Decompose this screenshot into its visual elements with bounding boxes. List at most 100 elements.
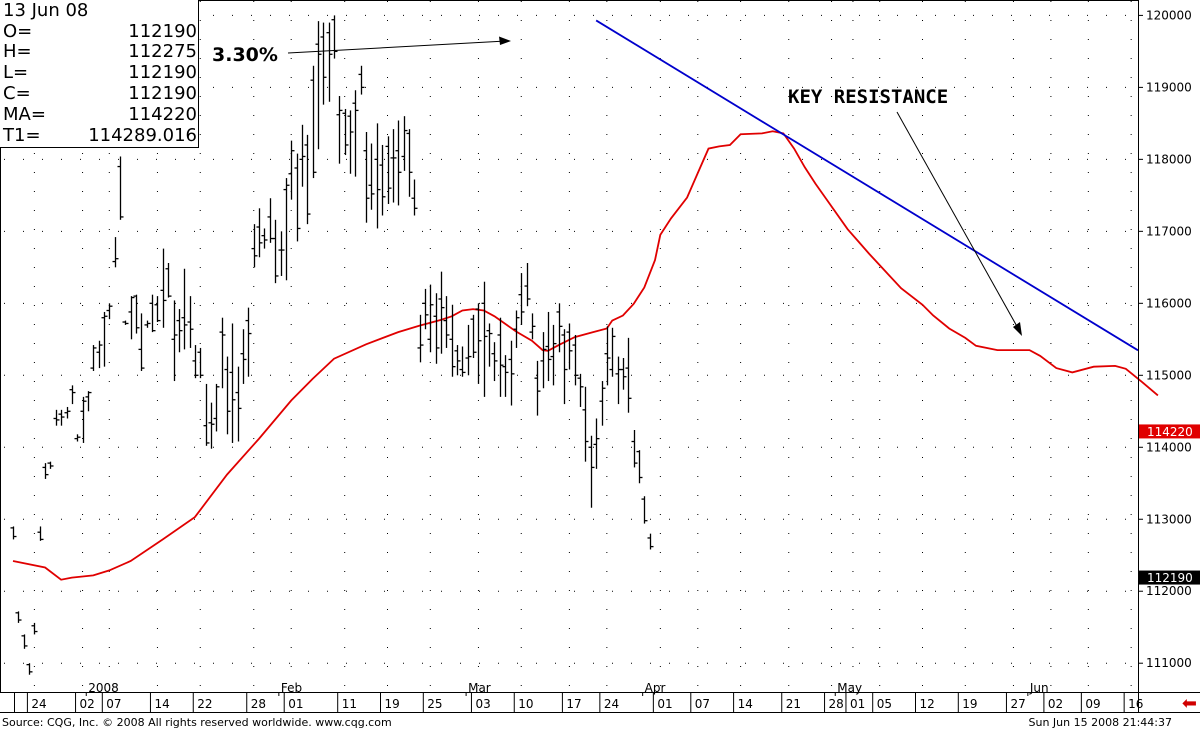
ohlc-bar [588,435,595,508]
x-tick-label: 17 [566,697,581,711]
ohlc-bar [481,281,488,397]
ohlc-bar [64,406,71,419]
ohlc-bar [540,332,547,389]
ohlc-bar [518,273,525,325]
info-close-row: C= 112190 [3,83,197,104]
ohlc-bar [625,337,632,413]
ohlc-info-box: 13 Jun 08 O= 112190 H= 112275 L= 112190 C= 1… [0,0,199,148]
ohlc-bar [171,300,178,382]
ohlc-bar [160,248,167,328]
ohlc-bar [336,96,343,164]
ohlc-bar [165,263,172,298]
ohlc-bar [101,311,108,367]
ohlc-bar [251,224,258,268]
x-tick-label: 27 [1010,697,1025,711]
ohlc-bar [213,383,220,432]
y-tick-label: 117000 [1146,224,1192,238]
ohlc-bar [390,129,397,203]
ohlc-bar [331,15,338,59]
ohlc-bar [31,622,38,635]
source-footer: Source: CQG, Inc. © 2008 All rights rese… [2,716,392,729]
key-resistance-arrow-head [1013,322,1022,336]
ohlc-bar [112,237,119,268]
ohlc-bar [47,461,54,469]
x-tick-label: 09 [1085,697,1100,711]
ohlc-bar [454,345,461,376]
month-label: May [837,681,862,695]
ohlc-bar [508,340,515,406]
ohlc-bar [577,373,584,407]
info-t1-row: T1= 114289.016 [3,125,197,146]
ohlc-bar [417,314,424,363]
ohlc-bar [74,434,81,442]
ohlc-bar [470,314,477,359]
ohlc-bar [288,140,295,200]
info-date: 13 Jun 08 [3,0,89,21]
x-tick-label: 07 [695,697,710,711]
ohlc-bar [524,263,531,307]
y-tick-label: 116000 [1146,296,1192,310]
ohlc-bar [144,320,151,328]
month-label: 2008 [88,681,119,695]
ohlc-bar [197,347,204,379]
ohlc-bar [128,296,135,340]
trendline-layer [595,19,1139,352]
x-tick-label: 03 [475,697,490,711]
close-price-tag: 112190 [1147,571,1193,585]
ohlc-bar [294,153,301,242]
ohlc-bar [443,296,450,348]
ohlc-bar [374,123,381,229]
ohlc-bar [80,396,87,443]
resistance-trendline [595,19,1139,352]
ohlc-bar [513,310,520,348]
ohlc-bar [342,108,349,156]
ohlc-bar [229,323,236,443]
ohlc-bar [620,358,627,390]
percent-arrow-head [499,36,511,45]
x-tick-label: 19 [385,697,400,711]
ohlc-bar [641,496,648,524]
ohlc-bar [90,345,97,371]
ohlc-bar [566,323,573,370]
ohlc-bar [599,381,606,426]
scroll-left-arrow-icon[interactable]: ⬅ [1181,693,1197,714]
x-tick-label: 28 [829,697,844,711]
x-tick-label: 01 [657,697,672,711]
y-tick-label: 114000 [1146,440,1192,454]
ohlc-bar [176,309,183,353]
y-tick-label: 112000 [1146,584,1192,598]
ohlc-bar [235,366,242,442]
ohlc-bar [283,178,290,281]
ohlc-bar [395,120,402,206]
ma-price-tag: 114220 [1147,425,1193,439]
key-resistance-arrow-line [896,111,1020,331]
ohlc-bar [422,288,429,330]
month-label: Mar [468,681,491,695]
ohlc-bar [545,311,552,382]
moving-average-line [12,130,1159,581]
ohlc-bar [604,326,611,386]
price-bars-layer [10,15,654,675]
ohlc-bar [352,90,359,177]
ohlc-bar [363,132,370,223]
x-tick-label: 22 [197,697,212,711]
ohlc-bar [304,134,311,225]
key-resistance-annotation: KEY RESISTANCE [788,86,948,108]
ohlc-bar [631,429,638,468]
ohlc-bar [572,334,579,386]
ohlc-bar [133,294,140,334]
ohlc-bar [154,296,161,323]
ohlc-bar [491,342,498,382]
ohlc-bar [475,303,482,384]
annotation-layer: 3.30% KEY RESISTANCE [212,36,1022,336]
ohlc-bar [138,313,145,371]
x-tick-label: 21 [786,697,801,711]
ohlc-bar [85,391,92,412]
axis-layer: 111000 112000 113000 114000 115000 116000 1170… [0,0,1200,713]
ohlc-bar [609,327,616,377]
ohlc-bar [401,116,408,171]
ohlc-bar [561,329,568,405]
ohlc-bar [347,110,354,174]
x-tick-label: 19 [962,697,977,711]
